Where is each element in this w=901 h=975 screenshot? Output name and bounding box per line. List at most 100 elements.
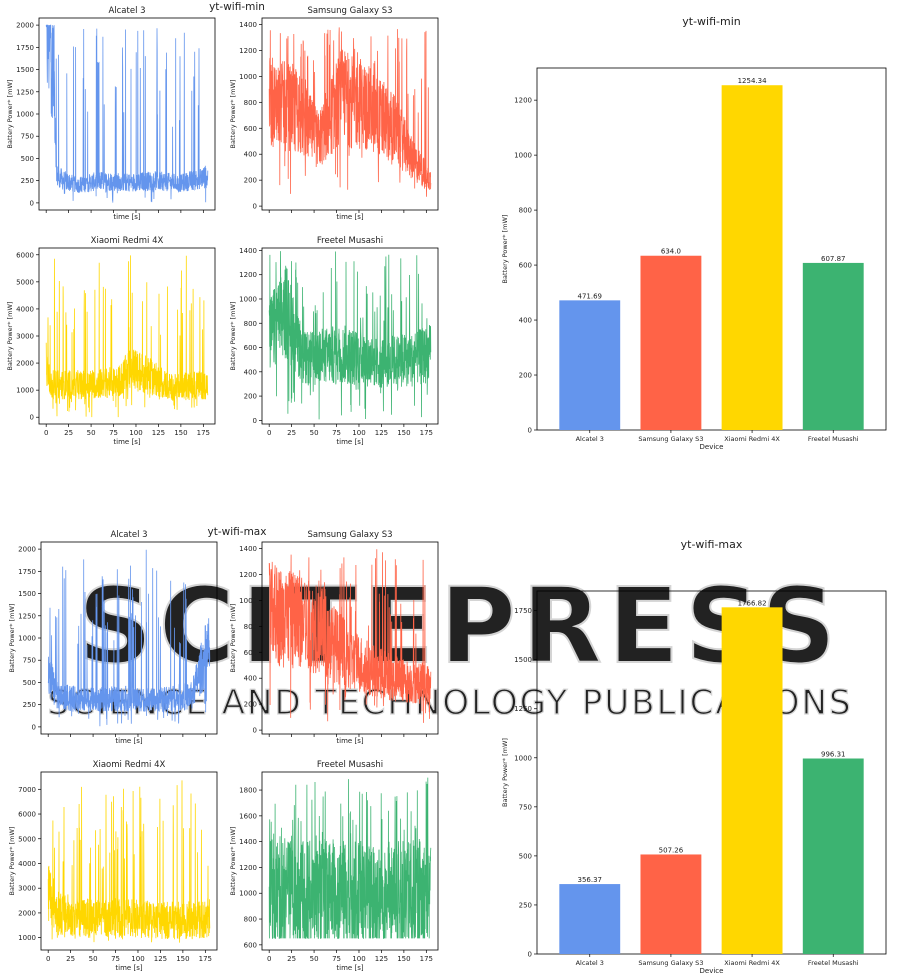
plot-frame <box>536 67 887 431</box>
y-tick-label: 6000 <box>16 251 34 259</box>
x-tick-label: 25 <box>64 429 73 437</box>
series-line <box>268 251 432 420</box>
x-tick-label: 25 <box>287 429 296 437</box>
x-tick-label: Xiaomi Redmi 4X <box>724 435 780 443</box>
x-tick-label: 50 <box>89 955 98 963</box>
y-tick-label: 250 <box>519 901 532 909</box>
x-tick-label: 125 <box>154 955 167 963</box>
subplot-title: Alcatel 3 <box>108 6 145 16</box>
x-tick-label: 175 <box>197 429 210 437</box>
subplot-title: Xiaomi Redmi 4X <box>93 760 166 770</box>
y-tick-label: 0 <box>528 427 532 435</box>
y-tick-label: 200 <box>519 372 532 380</box>
y-tick-label: 800 <box>519 207 532 215</box>
y-tick-label: 200 <box>244 701 257 709</box>
y-tick-label: 2000 <box>16 360 34 368</box>
x-axis-label: Device <box>700 967 724 975</box>
series-line <box>47 549 211 727</box>
y-tick-label: 1000 <box>239 890 257 898</box>
plot-frame <box>261 17 439 211</box>
series-line <box>268 777 432 940</box>
y-tick-label: 600 <box>244 941 257 949</box>
series-line <box>268 27 432 197</box>
y-axis-label: Battery Power* [mW] <box>8 604 16 673</box>
bar-value-label: 507.26 <box>659 846 684 854</box>
y-tick-label: 400 <box>244 675 257 683</box>
bar-value-label: 356.37 <box>578 876 603 884</box>
x-tick-label: 125 <box>375 955 388 963</box>
x-tick-label: Xiaomi Redmi 4X <box>724 959 780 967</box>
y-tick-label: 1500 <box>18 590 36 598</box>
y-tick-label: 1200 <box>239 271 257 279</box>
series-line <box>268 549 432 723</box>
x-tick-label: Alcatel 3 <box>576 959 604 967</box>
y-axis-label: Battery Power* [mW] <box>229 827 237 896</box>
y-tick-label: 5000 <box>16 278 34 286</box>
x-tick-label: 50 <box>310 429 319 437</box>
y-tick-label: 1800 <box>239 787 257 795</box>
y-tick-label: 4000 <box>18 860 36 868</box>
x-tick-label: 0 <box>44 429 48 437</box>
y-axis-label: Battery Power* [mW] <box>6 302 14 371</box>
x-axis-label: time [s] <box>115 964 142 972</box>
y-tick-label: 400 <box>519 317 532 325</box>
x-axis-label: time [s] <box>336 964 363 972</box>
y-tick-label: 750 <box>23 657 36 665</box>
y-axis-label: Battery Power* [mW] <box>501 215 509 284</box>
y-tick-label: 1000 <box>18 635 36 643</box>
bar <box>640 255 702 430</box>
x-tick-label: 75 <box>332 429 341 437</box>
subplot-title: Alcatel 3 <box>110 530 147 540</box>
y-tick-label: 1500 <box>514 656 532 664</box>
y-tick-label: 1500 <box>16 66 34 74</box>
plot-frame <box>536 590 887 955</box>
y-tick-label: 400 <box>244 368 257 376</box>
y-tick-label: 1750 <box>18 568 36 576</box>
y-tick-label: 500 <box>21 155 34 163</box>
y-tick-label: 1250 <box>18 612 36 620</box>
y-tick-label: 1000 <box>16 387 34 395</box>
y-tick-label: 3000 <box>18 885 36 893</box>
y-tick-label: 1750 <box>16 44 34 52</box>
y-tick-label: 600 <box>244 125 257 133</box>
y-tick-label: 4000 <box>16 305 34 313</box>
y-tick-label: 1000 <box>514 754 532 762</box>
bar <box>559 300 621 430</box>
bar <box>802 262 864 430</box>
y-tick-label: 0 <box>253 417 257 425</box>
x-tick-label: 100 <box>352 429 365 437</box>
y-axis-label: Battery Power* [mW] <box>229 604 237 673</box>
plot-frame <box>261 247 439 425</box>
y-tick-label: 0 <box>30 414 34 422</box>
x-tick-label: 50 <box>310 955 319 963</box>
y-tick-label: 600 <box>244 649 257 657</box>
bar <box>559 884 621 954</box>
y-tick-label: 200 <box>244 177 257 185</box>
y-tick-label: 3000 <box>16 333 34 341</box>
y-tick-label: 1400 <box>239 838 257 846</box>
x-tick-label: 125 <box>375 429 388 437</box>
bar-value-label: 634.0 <box>661 248 681 256</box>
y-tick-label: 250 <box>23 701 36 709</box>
bar <box>721 85 783 430</box>
x-tick-label: 150 <box>397 955 410 963</box>
y-tick-label: 0 <box>32 723 36 731</box>
plot-frame <box>40 771 218 951</box>
x-axis-label: time [s] <box>113 213 140 221</box>
y-tick-label: 1000 <box>239 295 257 303</box>
bar-value-label: 471.69 <box>578 292 603 300</box>
subplot-title: Freetel Musashi <box>317 760 383 770</box>
x-tick-label: 100 <box>131 955 144 963</box>
y-tick-label: 0 <box>30 199 34 207</box>
y-tick-label: 600 <box>519 262 532 270</box>
bar-value-label: 1766.82 <box>738 599 767 607</box>
y-tick-label: 800 <box>244 916 257 924</box>
x-axis-label: Device <box>700 443 724 451</box>
x-axis-label: time [s] <box>336 213 363 221</box>
x-tick-label: 25 <box>66 955 75 963</box>
y-tick-label: 6000 <box>18 811 36 819</box>
y-tick-label: 750 <box>21 133 34 141</box>
bar <box>721 607 783 954</box>
x-tick-label: 75 <box>111 955 120 963</box>
